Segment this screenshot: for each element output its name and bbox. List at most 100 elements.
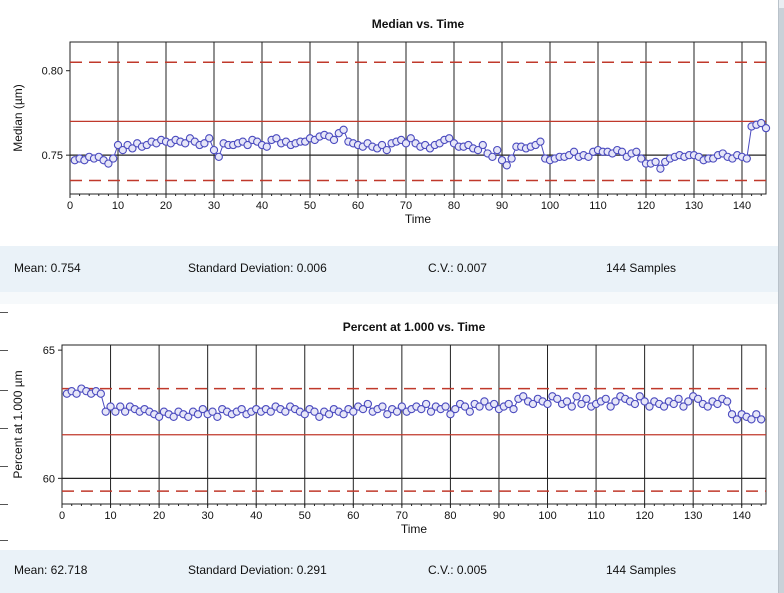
percent-data-point: [169, 412, 178, 421]
percent-x-tick-label: 10: [104, 510, 116, 522]
median-data-point: [569, 147, 579, 156]
median-plot-area: [69, 41, 767, 195]
percent-data-point: [577, 399, 586, 409]
percent-x-tick-label: 100: [538, 510, 556, 522]
median-data-point: [401, 139, 411, 148]
median-data-point: [205, 134, 214, 143]
percent-chart-block: Percent at 1.000 vs. Time 0 10 20 30 40 50 60 70…: [0, 304, 778, 550]
percent-data-point: [237, 404, 246, 414]
percent-std-dev: Standard Deviation: 0.291: [188, 563, 327, 577]
percent-x-tick-label: 90: [493, 510, 505, 522]
percent-x-tick-label: 20: [153, 510, 165, 522]
median-x-tick-label: 60: [352, 200, 364, 212]
percent-data-point: [684, 397, 693, 406]
median-data-point: [507, 154, 516, 163]
median-data-point: [118, 145, 127, 155]
percent-x-tick-label: 110: [587, 510, 605, 522]
median-data-point: [651, 157, 660, 167]
percent-data-point: [465, 407, 474, 416]
percent-data-point: [426, 407, 436, 416]
median-data-point: [128, 144, 137, 153]
percent-data-point: [601, 394, 610, 404]
edge-tick: [0, 540, 8, 541]
percent-data-point: [441, 402, 450, 411]
percent-data-point: [713, 399, 722, 409]
percent-data-point: [519, 392, 528, 401]
median-data-point: [181, 139, 190, 148]
median-stats-bar: Mean: 0.754 Standard Deviation: 0.006 C.…: [0, 246, 778, 292]
percent-data-point: [703, 402, 712, 411]
edge-tick: [0, 390, 8, 391]
percent-data-point: [528, 399, 538, 409]
percent-x-tick-label: 80: [444, 510, 456, 522]
median-data-point: [473, 145, 483, 155]
percent-mean: Mean: 62.718: [14, 563, 88, 577]
percent-data-point: [504, 399, 513, 409]
percent-data-point: [480, 397, 489, 406]
median-x-tick-label: 30: [208, 200, 220, 212]
percent-data-point: [727, 410, 737, 419]
percent-data-point: [451, 404, 460, 414]
median-x-tick-label: 130: [685, 200, 703, 212]
median-data-point: [536, 137, 545, 146]
percent-data-point: [679, 402, 688, 411]
percent-data-point: [324, 410, 334, 419]
percent-data-point: [567, 402, 576, 411]
percent-data-point: [421, 399, 431, 409]
percent-x-tick-label: 0: [59, 510, 65, 522]
median-x-axis-label: Time: [405, 212, 432, 226]
median-data-point: [209, 145, 219, 155]
median-data-point: [377, 140, 387, 150]
median-data-point: [502, 161, 511, 170]
percent-data-point: [475, 402, 484, 411]
median-samples: 144 Samples: [606, 261, 677, 275]
percent-data-point: [611, 397, 620, 406]
percent-data-point: [213, 412, 222, 421]
median-data-point: [488, 152, 497, 161]
percent-data-point: [363, 399, 373, 409]
percent-data-point: [635, 392, 644, 401]
edge-tick: [0, 428, 8, 429]
edge-tick: [0, 504, 8, 505]
percent-data-point: [116, 402, 125, 411]
median-data-point: [262, 142, 271, 151]
percent-data-point: [669, 399, 678, 409]
percent-y-tick-label: 60: [43, 473, 55, 485]
percent-data-point: [106, 402, 115, 411]
percent-plot-area: [61, 344, 767, 505]
percent-y-axis-label: Percent at 1.000 µm: [11, 370, 25, 478]
percent-x-tick-label: 40: [250, 510, 262, 522]
percent-data-point: [198, 404, 207, 414]
median-y-axis-label: Median (µm): [11, 84, 25, 152]
percent-data-point: [339, 410, 348, 419]
percent-data-point: [645, 402, 654, 411]
median-std-dev: Standard Deviation: 0.006: [188, 261, 327, 275]
median-x-tick-label: 80: [448, 200, 460, 212]
median-data-point: [637, 154, 646, 163]
percent-data-point: [747, 415, 756, 424]
median-x-tick-label: 90: [496, 200, 508, 212]
median-data-point: [617, 147, 627, 156]
median-data-point: [382, 145, 391, 155]
percent-data-point: [460, 402, 470, 411]
median-data-point: [445, 134, 454, 143]
percent-y-tick-label: 65: [43, 345, 55, 357]
percent-data-point: [640, 397, 649, 406]
median-data-point: [113, 140, 123, 150]
percent-data-point: [300, 410, 309, 419]
median-x-tick-label: 70: [400, 200, 412, 212]
median-cv: C.V.: 0.007: [428, 261, 487, 275]
median-x-tick-label: 10: [112, 200, 124, 212]
percent-data-point: [154, 412, 164, 421]
percent-data-point: [358, 404, 368, 414]
median-data-point: [757, 118, 766, 128]
percent-x-tick-label: 120: [635, 510, 653, 522]
percent-data-point: [193, 410, 203, 419]
median-x-tick-label: 0: [67, 200, 73, 212]
percent-x-tick-label: 130: [684, 510, 702, 522]
percent-data-point: [446, 410, 455, 419]
percent-data-point: [489, 399, 499, 409]
chart-separator: [0, 292, 778, 304]
percent-data-point: [392, 407, 402, 416]
median-data-point: [200, 139, 209, 148]
